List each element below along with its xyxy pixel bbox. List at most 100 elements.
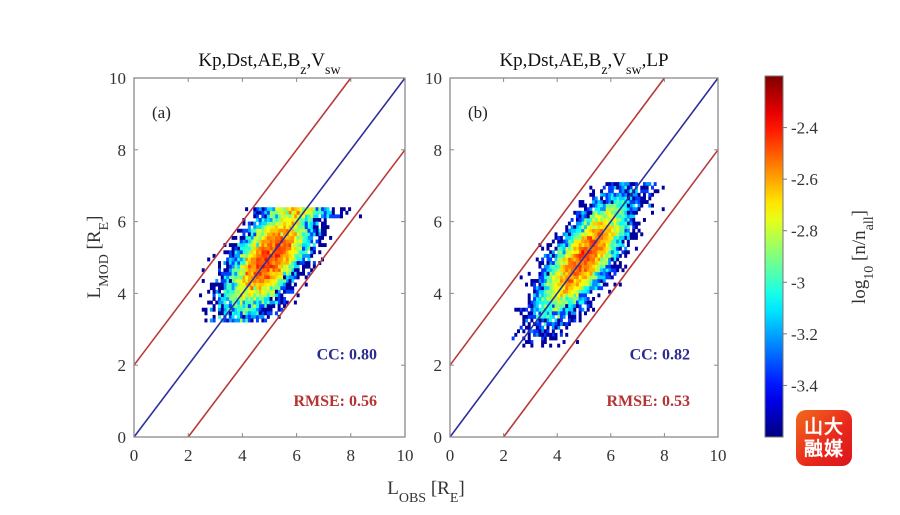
density-cell [269, 235, 273, 240]
density-cell [584, 286, 587, 291]
density-cell [261, 282, 265, 287]
density-cell [258, 221, 262, 226]
density-cell [533, 293, 537, 298]
density-cell [291, 271, 295, 276]
density-cell [567, 221, 571, 226]
density-cell [624, 221, 628, 226]
density-cell [610, 232, 614, 237]
density-cell [339, 207, 343, 212]
density-cell [250, 239, 254, 244]
density-cell [562, 286, 566, 291]
density-cell [288, 210, 292, 215]
density-cell [310, 232, 314, 237]
density-cell [269, 293, 273, 298]
density-cell [554, 261, 558, 265]
density-cell [239, 228, 243, 233]
density-cell [245, 250, 249, 255]
density-cell [570, 225, 574, 230]
reference-line-y-x-2 [449, 77, 666, 366]
density-cell [239, 275, 243, 280]
density-cell [567, 282, 571, 287]
density-cell [551, 286, 555, 291]
density-cell [269, 311, 273, 316]
density-cell [543, 268, 547, 273]
density-cell [261, 218, 265, 222]
density-cell [581, 261, 585, 265]
density-cell [538, 261, 542, 265]
text-segment: Kp,Dst,AE,B [499, 50, 601, 71]
density-cell [592, 192, 596, 197]
density-cell [578, 318, 582, 323]
density-cell [234, 311, 238, 316]
density-cell [597, 200, 601, 204]
density-cell [570, 228, 574, 233]
density-cell [296, 235, 300, 240]
density-cell [533, 329, 537, 334]
density-cell [258, 246, 262, 251]
density-cell [283, 304, 287, 309]
density-cell [597, 261, 601, 265]
density-cell [201, 268, 205, 273]
density-cell [570, 268, 574, 273]
density-cell [245, 271, 249, 276]
density-cell [236, 275, 240, 280]
density-cell [310, 210, 314, 215]
density-cell [605, 232, 609, 237]
density-cell [602, 200, 606, 204]
density-cell [613, 250, 617, 255]
x-tick-label: 8 [660, 446, 669, 465]
density-cell [234, 296, 238, 301]
density-cell [578, 264, 582, 269]
density-cell [562, 243, 566, 248]
density-cell [519, 311, 523, 316]
density-cell [608, 264, 612, 269]
density-cell [231, 311, 235, 316]
density-cell [584, 243, 587, 248]
density-cell [527, 311, 531, 316]
density-cell [323, 221, 327, 226]
density-cell [269, 300, 273, 305]
density-cell [575, 304, 579, 309]
density-cell [562, 232, 566, 237]
density-cell [640, 196, 644, 201]
density-cell [541, 271, 545, 276]
density-cell [253, 214, 257, 219]
density-cell [277, 304, 281, 309]
density-cell [266, 250, 270, 255]
density-cell [567, 286, 571, 291]
density-cell [299, 250, 303, 255]
density-cell [565, 243, 569, 248]
density-cell [296, 275, 300, 280]
density-cell [272, 282, 276, 287]
density-cell [557, 311, 561, 316]
density-cell [597, 264, 601, 269]
density-cell [269, 286, 273, 291]
density-cell [236, 250, 240, 255]
density-cell [302, 268, 306, 273]
density-cell [264, 232, 268, 237]
density-cell [589, 225, 593, 230]
density-cell [594, 196, 598, 201]
density-cell [234, 307, 238, 312]
rmse-label: RMSE: 0.56 [293, 393, 377, 410]
text-segment: ] [849, 210, 870, 216]
density-cell [551, 264, 555, 269]
density-cell [605, 214, 609, 219]
density-cell [541, 268, 545, 273]
density-cell [565, 286, 569, 291]
density-cell [573, 243, 577, 248]
density-cell [661, 185, 665, 190]
density-cell [570, 318, 574, 323]
density-cell [602, 271, 606, 276]
density-cell [274, 311, 278, 316]
density-cell [559, 332, 563, 337]
panel-label: (a) [152, 103, 171, 122]
density-cell [554, 325, 558, 330]
density-cell [261, 261, 265, 265]
density-cell [651, 210, 654, 215]
density-cell [549, 293, 553, 298]
density-cell [296, 264, 300, 269]
density-cell [626, 214, 630, 219]
density-cell [621, 185, 625, 190]
density-cell [242, 271, 246, 276]
